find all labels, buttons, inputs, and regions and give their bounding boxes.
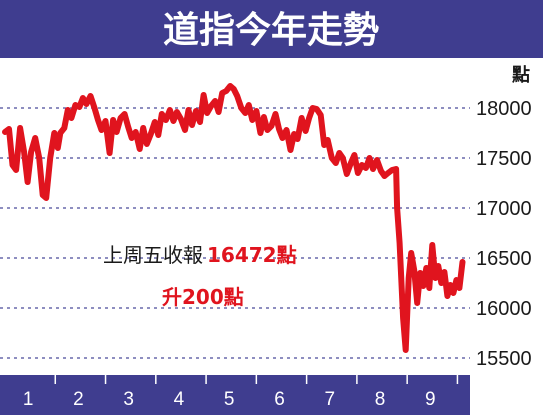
y-tick-label: 17000 xyxy=(476,198,532,220)
x-tick-label: 4 xyxy=(174,389,185,410)
x-tick-label: 5 xyxy=(224,389,235,410)
x-axis-band xyxy=(0,375,470,415)
annotation-close-value: 16472點 xyxy=(207,243,297,267)
x-tick-label: 2 xyxy=(73,389,84,410)
dow-jones-line xyxy=(2,83,466,353)
annotation-line-1: 上周五收報 16472點 xyxy=(103,243,297,267)
chart-title: 道指今年走勢 xyxy=(163,10,379,51)
y-tick-label: 17500 xyxy=(476,148,532,170)
annotation: 上周五收報 16472點 升200點 xyxy=(103,243,297,309)
x-tick-label: 6 xyxy=(274,389,285,410)
x-tick-label: 8 xyxy=(375,389,386,410)
x-tick-label: 3 xyxy=(123,389,134,410)
y-tick-label: 16000 xyxy=(476,298,532,320)
x-tick-label: 9 xyxy=(425,389,436,410)
y-axis-unit: 點 xyxy=(511,65,530,86)
y-tick-label: 15500 xyxy=(476,348,532,370)
annotation-line-2: 升200點 xyxy=(162,285,244,309)
y-tick-label: 18000 xyxy=(476,98,532,120)
y-tick-label: 16500 xyxy=(476,248,532,270)
x-tick-label: 7 xyxy=(324,389,335,410)
y-axis-ticks: 18000 17500 17000 16500 16000 15500 xyxy=(476,98,532,370)
title-banner xyxy=(0,0,543,58)
annotation-close-text: 上周五收報 xyxy=(103,243,203,267)
x-tick-label: 1 xyxy=(23,389,34,410)
x-axis-ticks: 1 2 3 4 5 6 7 8 9 xyxy=(23,375,459,410)
